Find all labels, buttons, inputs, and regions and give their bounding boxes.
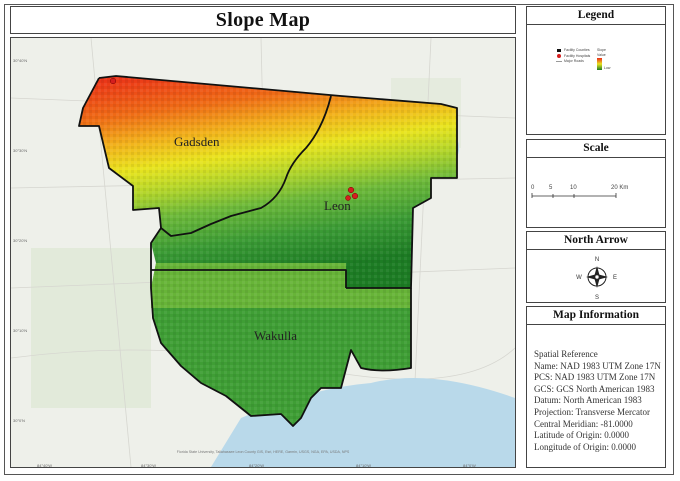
lon-tick: 84°30'W	[141, 463, 157, 468]
hospital-markers[interactable]	[109, 77, 359, 201]
map-info-heading: Map Information	[527, 307, 665, 325]
scale-bar	[531, 193, 617, 198]
north-arrow-heading: North Arrow	[527, 232, 665, 250]
lat-tick: 30°30'N	[13, 148, 28, 153]
map-info-panel: Map Information Spatial Reference Name: …	[526, 306, 666, 468]
gulf-water	[211, 378, 515, 467]
compass-e: E	[613, 275, 617, 281]
hospital-marker[interactable]	[345, 195, 351, 201]
legend-item-roads: Major Roads	[564, 59, 584, 63]
layout-frame	[4, 4, 674, 475]
info-line: Spatial Reference	[534, 349, 598, 359]
map-frame[interactable]: Gadsden Leon Wakulla Florida State Unive…	[10, 37, 516, 468]
title-box: Slope Map	[10, 6, 516, 34]
forest-area	[31, 248, 151, 408]
compass-n: N	[595, 257, 599, 263]
map-canvas[interactable]: Gadsden Leon Wakulla Florida State Unive…	[11, 38, 515, 467]
map-title: Slope Map	[215, 8, 311, 31]
square-icon	[557, 49, 561, 52]
hospital-marker[interactable]	[347, 186, 355, 194]
slope-ramp	[597, 58, 602, 70]
info-line: PCS: NAD 1983 UTM Zone 17N	[534, 372, 656, 383]
scale-heading: Scale	[527, 140, 665, 158]
scale-label: 0	[531, 185, 535, 191]
map-attribution: Florida State University, Tallahassee Le…	[177, 450, 350, 454]
info-line: Name: NAD 1983 UTM Zone 17N	[534, 360, 661, 371]
info-line: Projection: Transverse Mercator	[534, 406, 650, 417]
lon-tick: 84°20'W	[249, 463, 265, 468]
hospital-marker[interactable]	[109, 77, 117, 85]
legend-item-hospitals: Facility Hospitals	[564, 54, 591, 58]
compass-rose-icon: N E S W	[576, 257, 617, 301]
lon-tick: 84°0'W	[463, 463, 476, 468]
county-label-leon: Leon	[324, 198, 351, 213]
north-arrow-body: N E S W	[527, 250, 665, 303]
slope-texture	[151, 263, 411, 426]
line-icon	[556, 61, 562, 62]
lat-tick: 30°20'N	[13, 238, 28, 243]
county-label-wakulla: Wakulla	[254, 328, 297, 343]
ramp-low-label: Low	[604, 66, 611, 70]
legend-item-counties: Facility Counties	[564, 48, 590, 52]
lat-tick: 30°10'N	[13, 328, 28, 333]
north-arrow-panel: North Arrow N E S W	[526, 231, 666, 303]
lat-tick: 30°40'N	[13, 58, 28, 63]
compass-w: W	[576, 275, 582, 281]
info-line: Central Meridian: -81.0000	[534, 418, 633, 429]
county-label-gadsden: Gadsden	[174, 134, 220, 149]
info-line: Latitude of Origin: 0.0000	[534, 430, 629, 441]
legend-panel: Legend Facility Counties Facility Hospit…	[526, 6, 666, 135]
info-line: Longitude of Origin: 0.0000	[534, 441, 636, 452]
lon-tick: 84°10'W	[356, 463, 372, 468]
dot-icon	[557, 54, 561, 58]
scale-label: 20 Km	[611, 185, 629, 191]
scale-panel: Scale 0 5 10 20 Km	[526, 139, 666, 228]
hospital-marker[interactable]	[351, 192, 359, 200]
info-line: Datum: North American 1983	[534, 395, 642, 406]
compass-s: S	[595, 295, 599, 301]
scale-body: 0 5 10 20 Km	[527, 158, 665, 228]
scale-label: 5	[549, 185, 553, 191]
lat-tick: 30°0'N	[13, 418, 25, 423]
county-boundaries	[78, 75, 458, 427]
ramp-heading: Slope	[597, 48, 606, 52]
scale-label: 10	[570, 185, 577, 191]
ramp-high-label: Value	[597, 53, 606, 57]
lon-tick: 84°40'W	[37, 463, 53, 468]
legend-heading: Legend	[527, 7, 665, 25]
info-line: GCS: GCS North American 1983	[534, 383, 655, 394]
legend-body: Facility Counties Facility Hospitals Maj…	[527, 25, 665, 135]
map-info-body: Spatial Reference Name: NAD 1983 UTM Zon…	[527, 325, 665, 468]
